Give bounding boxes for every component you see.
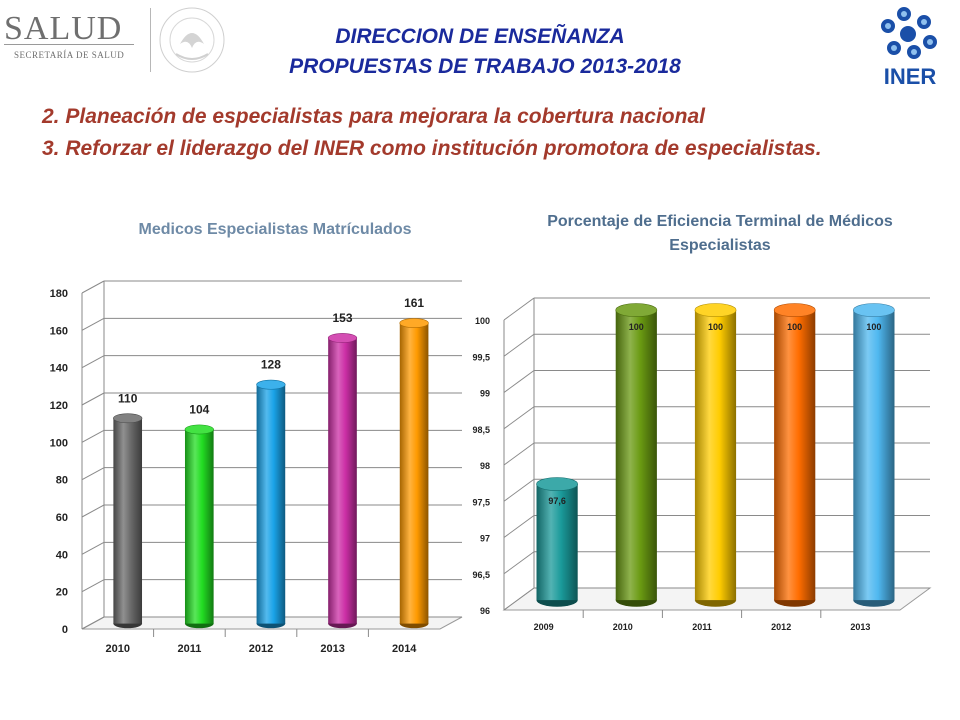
bar-top xyxy=(773,303,816,317)
data-label: 100 xyxy=(866,322,881,332)
gridline-diagonal xyxy=(81,616,105,630)
y-tick-label: 97 xyxy=(480,534,490,544)
data-label: 97,6 xyxy=(548,496,566,506)
data-label: 100 xyxy=(787,322,802,332)
page-title: DIRECCION DE ENSEÑANZA xyxy=(335,25,625,48)
bar-2010 xyxy=(113,418,143,624)
y-tick-label: 98 xyxy=(480,461,490,471)
x-tick-label: 2010 xyxy=(106,643,130,655)
data-label: 100 xyxy=(708,322,723,332)
y-tick-label: 180 xyxy=(50,288,68,300)
x-tick-label: 2011 xyxy=(177,643,201,655)
y-tick-label: 96 xyxy=(480,606,490,616)
bar-2011 xyxy=(694,310,737,601)
x-tick-label: 2012 xyxy=(771,622,791,632)
data-label: 110 xyxy=(118,391,138,405)
y-tick-label: 20 xyxy=(56,587,68,599)
bar-top xyxy=(853,303,895,317)
bar-top xyxy=(694,303,737,317)
gridline-diagonal xyxy=(81,280,105,294)
chart1-enrolled-specialists: 0 20 40 60 80 100 120 140 160 180 110 2010 104 2011 12… xyxy=(50,280,463,655)
gridline-diagonal xyxy=(81,429,105,443)
y-tick-label: 80 xyxy=(56,475,68,487)
y-tick-label: 120 xyxy=(50,400,68,412)
y-tick-label: 40 xyxy=(56,549,68,561)
header-divider xyxy=(150,8,151,72)
salud-logo-rule xyxy=(4,44,134,45)
gridline-diagonal xyxy=(81,541,105,555)
y-tick-label: 99 xyxy=(480,389,490,399)
x-tick-label: 2010 xyxy=(613,622,633,632)
y-tick-label: 0 xyxy=(62,624,68,636)
bar-top xyxy=(113,413,143,424)
gridline-diagonal xyxy=(81,317,105,331)
gridline-diagonal xyxy=(503,370,535,393)
salud-logo-subtitle: SECRETARÍA DE SALUD xyxy=(14,50,125,60)
gridline-diagonal xyxy=(503,297,535,321)
bar-2010 xyxy=(615,310,657,601)
gridline-diagonal xyxy=(81,467,105,481)
iner-logo: INER xyxy=(879,5,939,88)
y-tick-label: 98,5 xyxy=(472,425,490,435)
y-tick-label: 100 xyxy=(50,437,68,449)
gridline-diagonal xyxy=(81,504,105,518)
bar-top xyxy=(536,477,578,491)
mexico-seal-icon xyxy=(159,7,225,73)
bar-top xyxy=(399,318,429,328)
x-tick-label: 2013 xyxy=(850,622,870,632)
x-tick-label: 2014 xyxy=(392,643,417,655)
data-label: 104 xyxy=(189,402,209,416)
bar-top xyxy=(256,379,286,390)
bar-2011 xyxy=(184,429,214,624)
gridline-diagonal xyxy=(503,333,535,357)
objective-2: 2. Planeación de especialistas para mejo… xyxy=(42,105,705,128)
data-label: 153 xyxy=(332,311,352,325)
x-tick-label: 2011 xyxy=(692,622,712,632)
gridline-diagonal xyxy=(81,579,105,593)
objective-3: 3. Reforzar el liderazgo del INER como i… xyxy=(42,137,822,160)
bar-2013 xyxy=(328,338,357,624)
bar-2013 xyxy=(853,310,895,601)
bar-2014 xyxy=(399,323,429,624)
bar-2012 xyxy=(774,310,816,601)
chart1-title: Medicos Especialistas Matrículados xyxy=(138,221,412,238)
gridline-diagonal xyxy=(81,355,105,369)
y-tick-label: 97,5 xyxy=(472,497,490,507)
x-tick-label: 2012 xyxy=(249,643,273,655)
bar-top xyxy=(184,424,214,435)
salud-logo-text: SALUD xyxy=(4,10,123,47)
y-tick-label: 140 xyxy=(50,363,68,375)
gridline-diagonal xyxy=(503,587,535,611)
y-tick-label: 96,5 xyxy=(472,570,490,580)
gridline-diagonal xyxy=(503,551,535,575)
x-tick-label: 2013 xyxy=(320,643,344,655)
y-tick-label: 99,5 xyxy=(472,352,490,362)
bar-top xyxy=(327,333,358,343)
data-label: 161 xyxy=(404,296,424,310)
x-tick-label: 2009 xyxy=(534,622,554,632)
chart2-terminal-efficiency: 96 96,5 97 97,5 98 98,5 99 99,5 100 97,6 2009 100 20… xyxy=(472,297,932,632)
y-tick-label: 160 xyxy=(50,325,68,337)
bar-top xyxy=(615,303,658,317)
gridline-diagonal xyxy=(503,442,535,466)
y-tick-label: 60 xyxy=(56,512,68,524)
gridline-diagonal xyxy=(503,515,535,538)
page-subtitle: PROPUESTAS DE TRABAJO 2013-2018 xyxy=(289,55,681,78)
gridline-diagonal xyxy=(503,406,535,430)
chart2-title: Porcentaje de Eficiencia Terminal de Méd… xyxy=(547,213,893,254)
data-label: 100 xyxy=(629,322,644,332)
data-label: 128 xyxy=(261,358,281,372)
y-tick-label: 100 xyxy=(475,316,490,326)
bar-2009 xyxy=(536,484,578,601)
gridline-diagonal xyxy=(503,478,535,502)
gridline-diagonal xyxy=(81,392,105,406)
iner-logo-text: INER xyxy=(884,64,937,88)
bar-2012 xyxy=(256,384,286,624)
